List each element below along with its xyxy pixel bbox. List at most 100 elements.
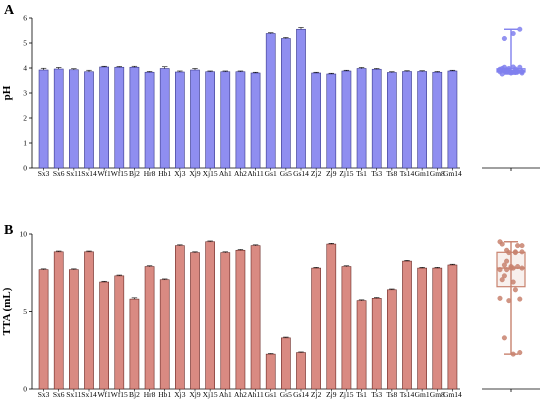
panel-b-box-point <box>506 298 512 304</box>
panel-a-bar-sx3 <box>38 69 49 169</box>
panel-a-bar-hr8 <box>144 71 155 169</box>
panel-a-bar-xj9 <box>190 69 200 169</box>
panel-b-y-tick-label: 0 <box>23 385 27 394</box>
panel-a-bar-ts1 <box>356 68 367 169</box>
panel-b-category-label: Wf15 <box>111 390 128 399</box>
panel-b-bar-sx3 <box>38 269 49 390</box>
panel-b-box-point <box>510 351 516 357</box>
panel-b-category-label: Ts3 <box>371 390 382 399</box>
panel-b-category-label: Gm14 <box>443 390 462 399</box>
panel-b-bar-ah11 <box>250 245 261 390</box>
panel-b-bar-gm14 <box>447 264 458 390</box>
panel-a-bar-sx14 <box>84 71 94 169</box>
panel-a-bar-ts8 <box>387 72 397 169</box>
panel-a-box-point <box>497 66 503 72</box>
panel-a-category-label: Hr8 <box>144 169 156 178</box>
panel-b-bar-bj2 <box>129 298 140 390</box>
panel-a-category-label: Zj15 <box>339 169 353 178</box>
panel-a-category-label: Xj3 <box>174 169 186 178</box>
panel-a-category-label: Zj2 <box>311 169 322 178</box>
panel-a-category-label: Wf15 <box>111 169 128 178</box>
panel-b-label: B <box>4 223 13 238</box>
panel-b-box-point <box>510 265 516 271</box>
panel-a-category-label: Gm14 <box>443 169 462 178</box>
panel-b-bar-gm8 <box>432 267 443 390</box>
panel-b-bar-ts1 <box>356 300 367 390</box>
panel-b-ylabel: TTA (mL) <box>1 287 13 335</box>
panel-b-bar-ts8 <box>387 289 397 390</box>
panel-a-bar-xj3 <box>175 71 185 169</box>
panel-a-bar-sx11 <box>69 69 79 169</box>
panel-b-bar-ah2 <box>235 249 246 390</box>
panel-a-box-point <box>510 69 516 75</box>
panel-a-bar-ah2 <box>235 71 246 169</box>
panel-b-category-label: Gs14 <box>293 390 309 399</box>
panel-b-box-point <box>504 258 510 264</box>
panel-b-box-point <box>499 277 505 283</box>
panel-a-box-point <box>519 68 525 74</box>
panel-a-y-tick-label: 5 <box>23 39 27 48</box>
panel-b-box-point <box>510 279 516 285</box>
panel-a-category-label: Xj9 <box>189 169 201 178</box>
panel-b-box-point <box>512 250 518 256</box>
panel-a-bar-ah11 <box>250 72 261 169</box>
panel-b-box-point <box>517 296 523 302</box>
panel-a-bar-ah1 <box>220 71 231 169</box>
panel-b-bar-wf15 <box>114 275 125 390</box>
panel-b-bar-hr8 <box>144 266 155 390</box>
panel-a-box-point <box>517 64 523 70</box>
panel-b-box-point <box>504 247 510 253</box>
panel-b-bar-zj2 <box>311 267 321 390</box>
panel-b-category-label: Ah1 <box>219 390 232 399</box>
panel-a-category-label: Wf1 <box>97 169 111 178</box>
panel-b-category-label: Ts1 <box>356 390 367 399</box>
panel-a-y-tick-label: 3 <box>23 89 27 98</box>
panel-b-category-label: Gs5 <box>280 390 292 399</box>
panel-b-box-point <box>497 295 503 301</box>
panel-b-category-label: Gs1 <box>265 390 277 399</box>
panel-a-bar-gm14 <box>447 70 458 169</box>
panel-b-bar-xj15 <box>205 241 215 390</box>
panel-a-bar-zj2 <box>311 72 321 169</box>
panel-a-category-label: Gs5 <box>280 169 292 178</box>
panel-a-category-label: Gm8 <box>430 169 445 178</box>
panel-a-category-label: Ts14 <box>400 169 415 178</box>
panel-a-bar-bj2 <box>129 66 140 169</box>
panel-b-y-tick-label: 10 <box>20 230 28 239</box>
panel-a-category-label: Gs14 <box>293 169 309 178</box>
panel-b-category-label: Sx3 <box>38 390 50 399</box>
panel-a-bar-wf1 <box>99 66 109 169</box>
panel-b-category-label: Gm1 <box>415 390 430 399</box>
panel-b-box-point <box>515 243 521 249</box>
panel-b-y-tick-label: 5 <box>23 307 27 316</box>
panel-a-box-point <box>501 36 507 42</box>
panel-b-box-point <box>499 241 505 247</box>
panel-a-category-label: Sx3 <box>38 169 50 178</box>
panel-a-bar-zj9 <box>326 73 337 169</box>
panel-a-bar-gs14 <box>296 28 306 169</box>
panel-b-box-point <box>504 267 510 273</box>
panel-a-bar-zj15 <box>341 70 352 169</box>
panel-b-bar-gs1 <box>265 353 276 390</box>
panel-a-bar-ts14 <box>402 71 412 169</box>
panel-b-box-point <box>519 243 525 249</box>
panel-b-bar-sx14 <box>84 251 94 390</box>
panel-b-category-label: Ts14 <box>400 390 415 399</box>
panel-b-category-label: Zj9 <box>326 390 337 399</box>
panel-b-category-label: Zj15 <box>339 390 353 399</box>
panel-b-box-point <box>501 273 507 279</box>
panel-b-bar-sx11 <box>69 269 79 390</box>
panel-a-category-label: Ts3 <box>371 169 382 178</box>
panel-a-box-point <box>510 64 516 70</box>
panel-b-bar-ts14 <box>402 260 412 390</box>
panel-b-category-label: Hr8 <box>144 390 156 399</box>
panel-b-bar-ah1 <box>220 252 231 390</box>
panel-a-bar-wf15 <box>114 66 125 169</box>
panel-a-bar-xj15 <box>205 71 215 169</box>
panel-a-category-label: Gm1 <box>415 169 430 178</box>
panel-b-box-point <box>501 262 507 268</box>
panel-b-bar-xj9 <box>190 252 200 390</box>
panel-b-category-label: Sx11 <box>66 390 81 399</box>
panel-a-category-label: Ah11 <box>247 169 264 178</box>
panel-b-box-point <box>519 249 525 255</box>
